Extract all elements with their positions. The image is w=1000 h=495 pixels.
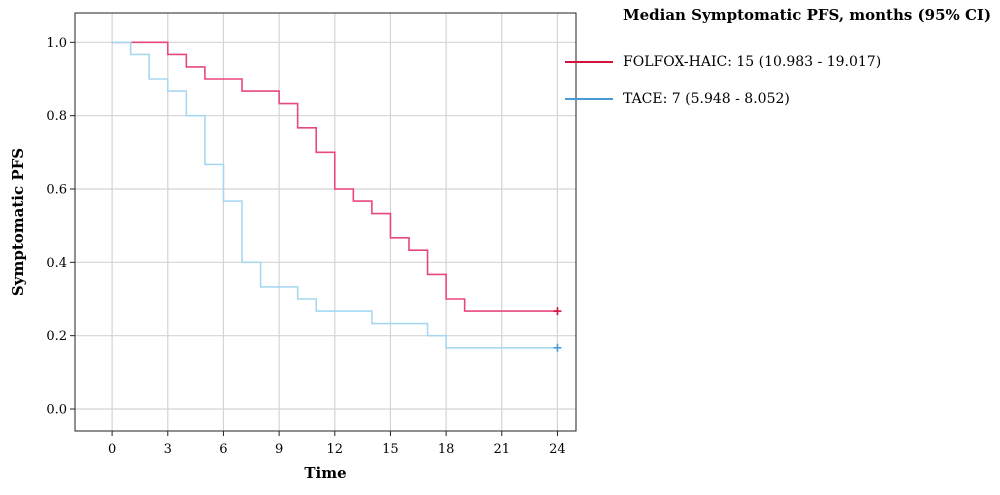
y-tick-label: 0.4	[46, 256, 67, 271]
legend-swatch-folfox-haic	[565, 61, 613, 63]
y-axis-title: Symptomatic PFS	[9, 148, 27, 296]
series-line-1	[112, 41, 558, 349]
x-tick-label: 12	[327, 442, 344, 457]
y-tick-label: 0.0	[46, 403, 67, 418]
x-tick-label: 15	[382, 442, 399, 457]
x-tick-label: 0	[108, 442, 116, 457]
x-tick-label: 24	[549, 442, 566, 457]
survival-curves	[112, 41, 562, 352]
x-tick-label: 6	[219, 442, 227, 457]
x-axis-title: Time	[304, 464, 346, 482]
x-tick-label: 21	[494, 442, 511, 457]
plot-area-frame	[74, 12, 577, 432]
x-tick-label: 18	[438, 442, 455, 457]
series-line-0	[112, 41, 558, 312]
x-tick-label: 3	[164, 442, 172, 457]
grid-lines	[75, 13, 576, 431]
x-tick-label: 9	[275, 442, 283, 457]
legend-item-folfox-haic: FOLFOX-HAIC: 15 (10.983 - 19.017)	[565, 54, 881, 70]
y-tick-label: 0.6	[46, 183, 67, 198]
y-tick-label: 0.8	[46, 109, 67, 124]
legend-swatch-tace	[565, 98, 613, 100]
y-axis-ticks: 0.0 0.2 0.4 0.6 0.8 1.0	[46, 36, 75, 418]
legend: Median Symptomatic PFS, months (95% CI) …	[565, 6, 992, 107]
legend-title: Median Symptomatic PFS, months (95% CI)	[623, 6, 992, 24]
x-axis-ticks: 0 3 6 9 12 15 18 21 24	[108, 431, 566, 457]
y-tick-label: 0.2	[46, 329, 67, 344]
legend-label-folfox-haic: FOLFOX-HAIC: 15 (10.983 - 19.017)	[623, 54, 882, 70]
y-tick-label: 1.0	[46, 36, 67, 51]
legend-item-tace: TACE: 7 (5.948 - 8.052)	[565, 91, 790, 107]
legend-label-tace: TACE: 7 (5.948 - 8.052)	[623, 91, 790, 107]
